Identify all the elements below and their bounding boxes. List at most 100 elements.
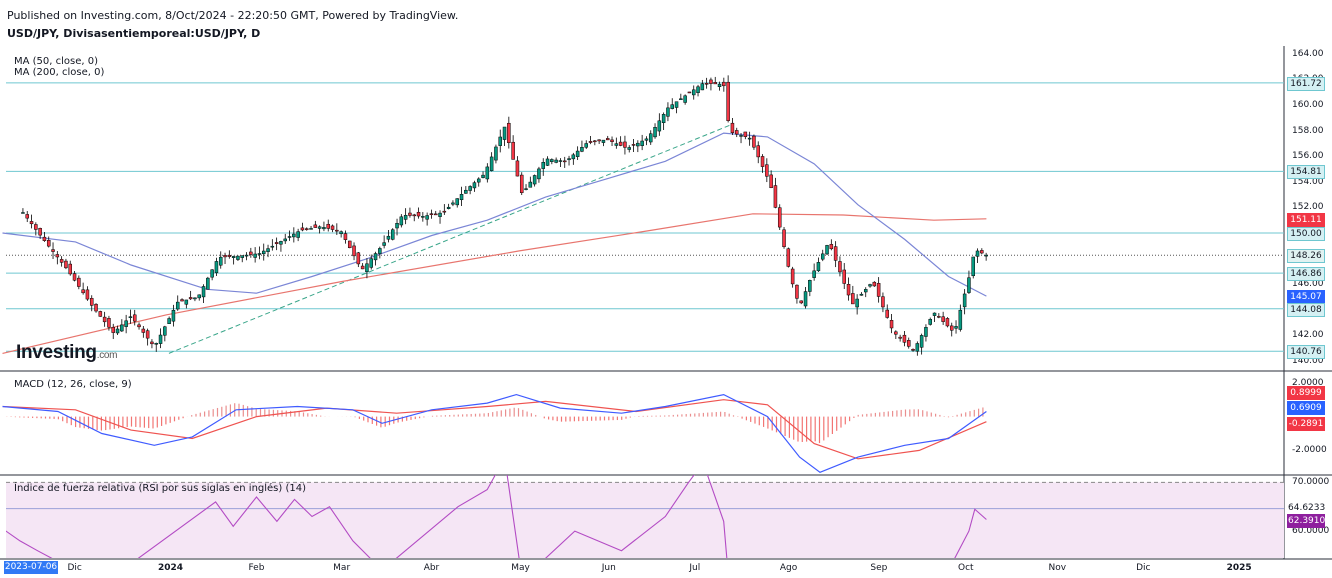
- investing-logo: Investing.com: [16, 342, 118, 363]
- price-label-box: 148.26: [1287, 249, 1325, 264]
- candle-body: [790, 268, 795, 285]
- candle-body: [210, 269, 214, 278]
- candle-body: [399, 216, 404, 226]
- candle-body: [231, 256, 236, 258]
- rsi-legend[interactable]: Índice de fuerza relativa (RSI por sus s…: [14, 483, 307, 494]
- price-label-box: 154.81: [1287, 165, 1325, 180]
- price-tick-label: 158.00: [1292, 125, 1324, 136]
- candle-body: [610, 139, 614, 142]
- candle-body: [421, 216, 425, 218]
- x-tick-label: Abr: [423, 563, 440, 573]
- candle-body: [244, 254, 249, 257]
- rsi-tick-label: 70.0000: [1292, 477, 1330, 488]
- candle-body: [567, 158, 571, 161]
- price-label-box: 140.76: [1287, 345, 1325, 360]
- candle-body: [274, 242, 279, 245]
- x-tick-label: Ago: [779, 563, 798, 573]
- candle-body: [120, 324, 124, 332]
- candle-body: [38, 227, 42, 236]
- candle-body: [408, 212, 412, 216]
- candle-body: [89, 298, 94, 306]
- x-tick-label: Mar: [333, 563, 351, 573]
- candle-body: [81, 289, 85, 294]
- candle-body: [59, 259, 64, 263]
- candle-body: [433, 213, 438, 216]
- candle-body: [739, 135, 743, 137]
- candle-body: [292, 233, 296, 238]
- ma200-legend[interactable]: MA (200, close, 0): [14, 67, 105, 78]
- candle-body: [644, 138, 649, 141]
- candle-body: [459, 194, 464, 201]
- candle-body: [494, 146, 498, 161]
- candle-body: [670, 104, 674, 109]
- candle-body: [309, 228, 313, 230]
- candle-body: [197, 294, 201, 299]
- candle-body: [717, 83, 722, 87]
- candle-body: [713, 82, 717, 85]
- candle-body: [696, 86, 700, 93]
- candle-body: [769, 174, 773, 189]
- candle-body: [795, 284, 799, 299]
- candle-body: [648, 133, 653, 143]
- candle-body: [25, 214, 29, 219]
- candle-body: [962, 293, 967, 308]
- x-tick-label: 2024: [158, 563, 184, 573]
- candle-body: [390, 229, 395, 240]
- candle-body: [455, 198, 459, 206]
- candle-body: [352, 245, 356, 257]
- candle-body: [743, 131, 748, 138]
- candle-body: [283, 238, 287, 242]
- candle-body: [752, 135, 756, 148]
- macd-legend[interactable]: MACD (12, 26, close, 9): [14, 379, 132, 390]
- price-tick-label: 156.00: [1292, 151, 1324, 162]
- candle-body: [545, 158, 550, 166]
- candle-body: [145, 330, 150, 339]
- candle-body: [919, 335, 924, 348]
- candle-body: [623, 141, 627, 148]
- x-tick-label: Jul: [689, 563, 701, 573]
- candle-body: [214, 261, 219, 274]
- candle-body: [640, 140, 644, 146]
- candle-body: [481, 174, 485, 178]
- candle-body: [429, 213, 434, 215]
- candle-body: [313, 224, 318, 228]
- candle-body: [201, 286, 206, 298]
- candle-body: [464, 189, 468, 194]
- candle-body: [911, 349, 915, 351]
- candle-body: [928, 318, 932, 325]
- candle-body: [296, 231, 300, 238]
- candle-body: [287, 236, 292, 238]
- x-tick-label: 2025: [1226, 563, 1252, 573]
- x-tick-label: Dic: [67, 563, 82, 573]
- macd-value-box: 0.8999: [1287, 386, 1325, 401]
- candle-body: [524, 188, 528, 190]
- rsi-tick-label: 60.0000: [1292, 526, 1330, 537]
- candle-body: [137, 324, 141, 328]
- price-label-box: 144.08: [1287, 302, 1325, 317]
- candle-body: [253, 253, 257, 258]
- candle-body: [102, 316, 107, 323]
- candle-body: [816, 262, 821, 272]
- candle-body: [614, 143, 619, 146]
- candle-body: [683, 95, 687, 103]
- candle-body: [175, 301, 180, 310]
- candle-body: [898, 336, 902, 339]
- candle-body: [98, 311, 103, 317]
- price-tick-label: 146.00: [1292, 279, 1324, 290]
- candle-body: [442, 210, 447, 213]
- candle-body: [872, 281, 877, 287]
- x-tick-label: May: [511, 563, 530, 573]
- candle-body: [223, 255, 227, 258]
- candle-body: [46, 240, 51, 247]
- candle-body: [485, 166, 490, 180]
- candle-body: [945, 318, 950, 327]
- candle-body: [416, 211, 421, 217]
- candle-body: [180, 299, 184, 302]
- candle-body: [975, 250, 980, 257]
- candle-body: [876, 283, 881, 297]
- candle-body: [184, 299, 189, 305]
- ma50-legend[interactable]: MA (50, close, 0): [14, 56, 99, 67]
- candle-body: [756, 145, 760, 158]
- candle-body: [347, 240, 352, 249]
- candle-body: [163, 326, 167, 336]
